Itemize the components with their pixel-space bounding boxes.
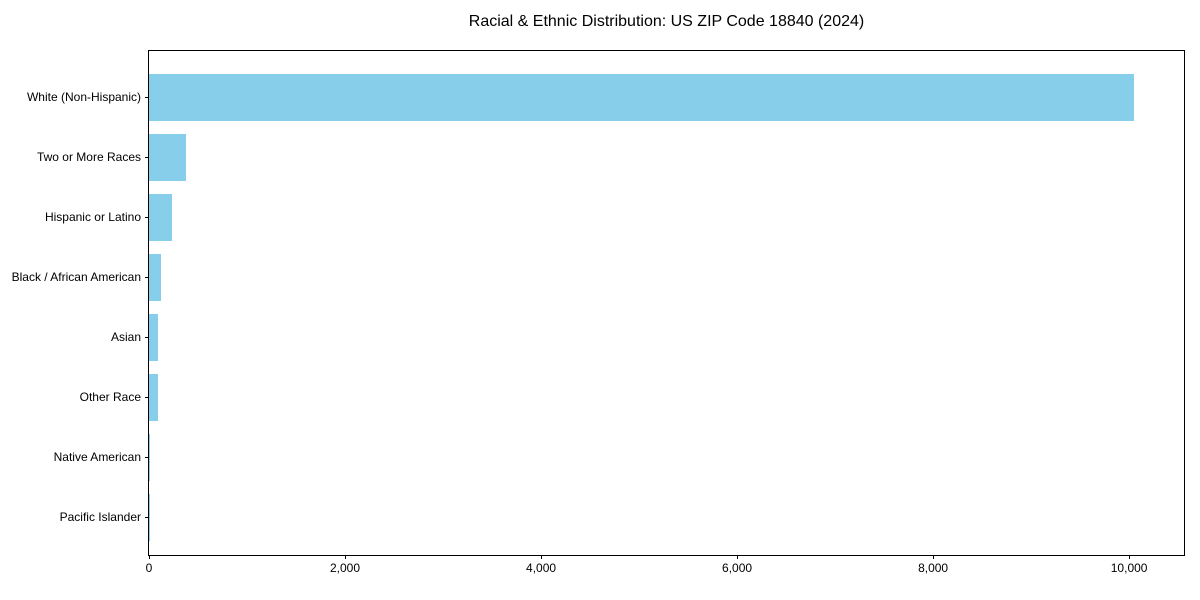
y-tick-label-7: Pacific Islander bbox=[59, 510, 141, 524]
x-tick-1 bbox=[345, 555, 347, 559]
y-tick-6 bbox=[145, 457, 149, 458]
y-tick-0 bbox=[145, 97, 149, 98]
y-tick-3 bbox=[145, 277, 149, 278]
y-tick-5 bbox=[145, 397, 149, 398]
y-tick-7 bbox=[145, 517, 149, 518]
chart-title: Racial & Ethnic Distribution: US ZIP Cod… bbox=[468, 13, 865, 30]
bar-4 bbox=[149, 313, 159, 361]
bar-1 bbox=[149, 133, 186, 181]
y-tick-label-6: Native American bbox=[53, 450, 141, 464]
bar-0 bbox=[149, 73, 1134, 121]
x-tick-label-2: 4,000 bbox=[526, 561, 557, 575]
x-tick-label-5: 10,000 bbox=[1110, 561, 1148, 575]
x-tick-label-4: 8,000 bbox=[918, 561, 949, 575]
x-tick-3 bbox=[737, 555, 739, 559]
x-tick-label-1: 2,000 bbox=[330, 561, 361, 575]
x-tick-5 bbox=[1129, 555, 1131, 559]
x-tick-4 bbox=[933, 555, 935, 559]
y-tick-label-3: Black / African American bbox=[11, 270, 141, 284]
y-tick-1 bbox=[145, 157, 149, 158]
x-tick-label-0: 0 bbox=[145, 561, 153, 575]
bar-3 bbox=[149, 253, 161, 301]
y-tick-label-0: White (Non-Hispanic) bbox=[26, 90, 141, 104]
x-tick-2 bbox=[541, 555, 543, 559]
bar-5 bbox=[149, 373, 158, 421]
bar-2 bbox=[149, 193, 172, 241]
x-tick-0 bbox=[149, 555, 150, 559]
y-tick-4 bbox=[145, 337, 149, 338]
y-tick-label-2: Hispanic or Latino bbox=[44, 210, 141, 224]
y-tick-label-4: Asian bbox=[110, 330, 141, 344]
bar-6 bbox=[149, 433, 150, 481]
plot-area: White (Non-Hispanic) Two or More Races His… bbox=[12, 50, 1185, 575]
y-tick-2 bbox=[145, 217, 149, 218]
x-tick-label-3: 6,000 bbox=[722, 561, 753, 575]
y-tick-label-1: Two or More Races bbox=[36, 150, 141, 164]
y-tick-label-5: Other Race bbox=[79, 390, 141, 404]
